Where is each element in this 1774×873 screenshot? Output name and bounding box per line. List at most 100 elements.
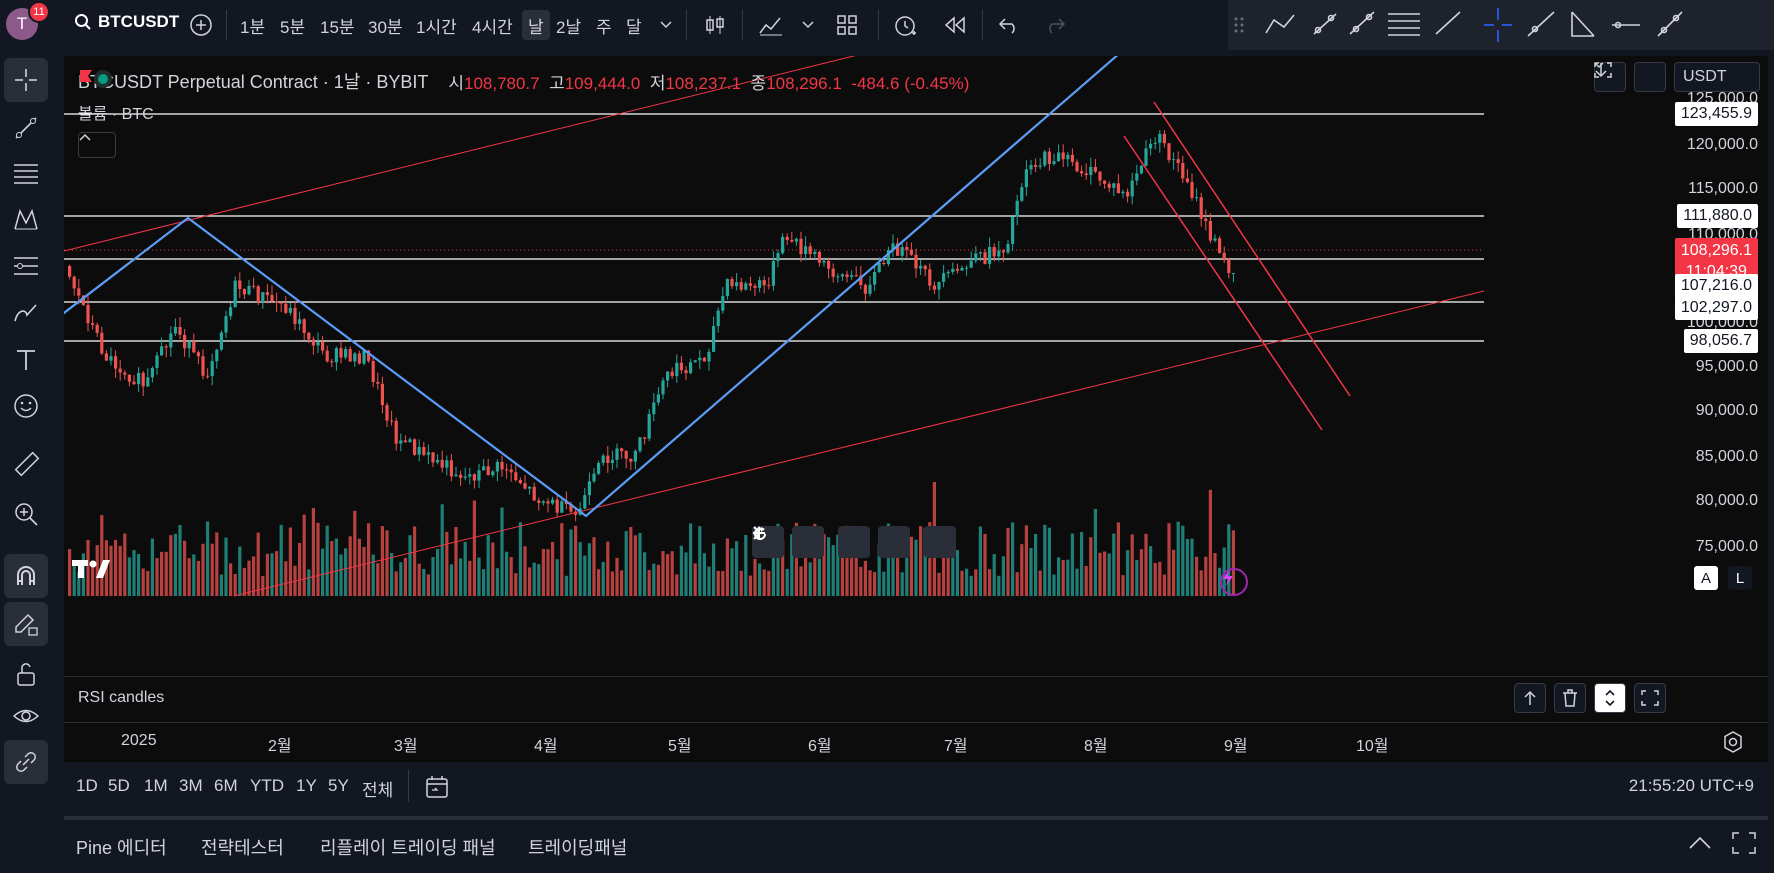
chart-pane[interactable]: BTCUSDT Perpetual Contract · 1날 · BYBIT …: [64, 56, 1768, 676]
avatar-letter: T: [16, 14, 28, 33]
range-1y[interactable]: 1Y: [296, 776, 317, 795]
expand-panel-button[interactable]: [1688, 836, 1712, 855]
move-pane-up-button[interactable]: [1514, 683, 1546, 713]
currency-select[interactable]: USDT: [1594, 62, 1760, 92]
timeframe-4h[interactable]: 4시간: [472, 17, 513, 37]
candle-body: [288, 307, 292, 313]
time-axis[interactable]: 2025 2월 3월 4월 5월 6월 7월 8월 9월 10월: [64, 722, 1768, 762]
volume-bar: [376, 563, 380, 596]
volume-bar: [150, 538, 154, 596]
range-3m[interactable]: 3M: [179, 776, 203, 795]
collapse-legend-button[interactable]: [78, 132, 116, 158]
zoom-in-button[interactable]: [753, 526, 824, 558]
candle-body: [206, 375, 210, 377]
horizontal-ray-tool-icon: [1612, 21, 1640, 29]
reset-chart-button[interactable]: [754, 526, 956, 558]
candle-body: [1195, 197, 1199, 199]
timeframe-30m[interactable]: 30분: [368, 17, 403, 37]
timeframe-1w[interactable]: 주: [596, 17, 612, 37]
lock-drawings-pencil-button[interactable]: [4, 602, 48, 646]
tab-pine-editor[interactable]: Pine 에디터: [76, 838, 167, 858]
candle-body: [863, 284, 867, 294]
candle-body: [1038, 165, 1042, 167]
chart-settings-button[interactable]: [1722, 731, 1744, 758]
range-6m[interactable]: 6M: [214, 776, 238, 795]
undo-button[interactable]: [994, 10, 1024, 40]
pattern-tool-button[interactable]: [4, 198, 48, 242]
candle-body: [1052, 161, 1056, 164]
crosshair-tool-button[interactable]: [4, 58, 48, 102]
scroll-right-button[interactable]: [753, 526, 910, 558]
alert-button[interactable]: [890, 10, 920, 40]
indicators-button[interactable]: [756, 10, 786, 40]
maximize-panel-button[interactable]: [1732, 832, 1756, 859]
maximize-pane-button[interactable]: [1594, 62, 1666, 92]
log-scale-button[interactable]: L: [1728, 566, 1752, 590]
clock-timezone[interactable]: 21:55:20 UTC+9: [1628, 776, 1754, 795]
timeframe-5m[interactable]: 5분: [280, 17, 306, 37]
tab-replay-trading[interactable]: 리플레이 트레이딩 패널: [320, 838, 496, 858]
layouts-button[interactable]: [832, 10, 862, 40]
lightning-icon[interactable]: [1220, 568, 1248, 596]
replay-button[interactable]: [940, 10, 970, 40]
volume-bar: [1080, 532, 1084, 596]
timeframe-1mo[interactable]: 달: [626, 17, 642, 37]
time-axis-label: 2월: [268, 738, 292, 755]
expand-pane-button[interactable]: [1594, 683, 1626, 713]
volume-bar: [298, 542, 302, 596]
timeframe-dropdown[interactable]: [656, 10, 676, 40]
candle-body: [100, 332, 104, 354]
red-channel-line: [1123, 135, 1323, 431]
lock-button[interactable]: [4, 652, 48, 696]
rsi-pane[interactable]: RSI candles: [64, 676, 1768, 722]
brush-tool-button[interactable]: [4, 290, 48, 334]
time-axis-label: 7월: [944, 738, 968, 755]
chart-type-button[interactable]: [700, 10, 730, 40]
volume-bar: [270, 553, 274, 596]
volume-bar: [532, 562, 536, 596]
volume-bar: [91, 563, 95, 596]
flag-icon[interactable]: [78, 68, 94, 84]
emoji-tool-button[interactable]: [4, 384, 48, 428]
range-1d[interactable]: 1D: [76, 776, 98, 795]
scroll-left-button[interactable]: [752, 526, 870, 558]
magnet-tool-button[interactable]: [4, 554, 48, 598]
timeframe-15m[interactable]: 15분: [320, 17, 355, 37]
candle-body: [104, 353, 108, 361]
candle-body: [721, 295, 725, 311]
market-status-icon: [94, 70, 112, 88]
tab-trading-panel[interactable]: 트레이딩패널: [528, 838, 628, 858]
indicators-dropdown[interactable]: [800, 10, 816, 40]
range-5y[interactable]: 5Y: [328, 776, 349, 795]
volume-bar: [302, 514, 306, 596]
compare-symbol-button[interactable]: [186, 10, 216, 40]
timeframe-1m[interactable]: 1분: [240, 17, 266, 37]
range-all[interactable]: 전체: [362, 781, 394, 800]
fib-tool-button[interactable]: [4, 152, 48, 196]
candle-body: [390, 420, 394, 422]
volume-bar: [804, 532, 808, 596]
projection-tool-button[interactable]: [4, 244, 48, 288]
trend-line-tool-button[interactable]: [4, 106, 48, 150]
drawing-tools: [1234, 8, 1683, 42]
timeframe-1d[interactable]: 날: [522, 10, 550, 40]
candle-body: [229, 307, 233, 317]
ruler-tool-button[interactable]: [4, 442, 48, 486]
timeframe-2d[interactable]: 2날: [556, 17, 582, 37]
remove-drawings-button[interactable]: [4, 740, 48, 784]
delete-pane-button[interactable]: [1554, 683, 1586, 713]
go-to-date-button[interactable]: [424, 774, 450, 805]
maximize-rsi-pane-button[interactable]: [1634, 683, 1666, 713]
symbol-search[interactable]: BTCUSDT: [74, 12, 179, 32]
timeframe-1h[interactable]: 1시간: [416, 17, 457, 37]
tab-strategy-tester[interactable]: 전략테스터: [201, 838, 284, 858]
auto-scale-button[interactable]: A: [1694, 566, 1718, 590]
range-5d[interactable]: 5D: [108, 776, 130, 795]
redo-button[interactable]: [1040, 10, 1070, 40]
range-1m[interactable]: 1M: [144, 776, 168, 795]
text-tool-button[interactable]: [4, 338, 48, 382]
zoom-tool-button[interactable]: [4, 492, 48, 536]
hide-drawings-button[interactable]: [4, 694, 48, 738]
candle-body: [923, 265, 927, 270]
range-ytd[interactable]: YTD: [250, 776, 284, 795]
